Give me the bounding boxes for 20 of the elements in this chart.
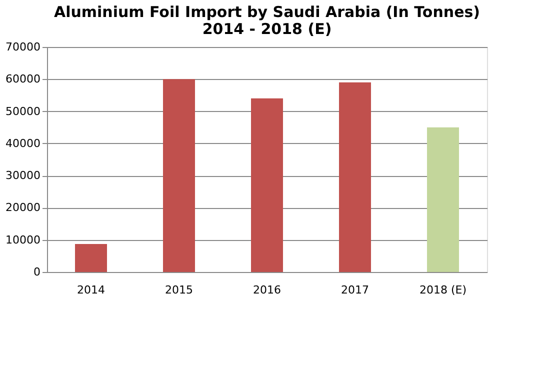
y-tick-label: 20000 — [6, 201, 40, 214]
text: Aluminium Foil Import by Saudi Arabia (In Tonnes) — [54, 3, 480, 21]
text: 2014 - 2018 (E) — [202, 20, 332, 38]
x-tick-label: 2016 — [253, 284, 281, 296]
bar — [75, 244, 107, 272]
y-tick-label: 70000 — [6, 40, 40, 54]
bar — [251, 98, 283, 272]
x-tick-label: 2017 — [341, 284, 369, 296]
y-tick-label: 60000 — [6, 72, 40, 86]
y-tick-label: 10000 — [6, 233, 40, 246]
bar — [339, 82, 371, 272]
y-tick-label: 50000 — [6, 104, 40, 118]
y-tick-label: 40000 — [6, 136, 40, 150]
bar — [163, 79, 195, 272]
x-tick-label: 2014 — [77, 284, 105, 296]
x-tick-label: 2018 (E) — [419, 284, 467, 296]
bar — [427, 127, 459, 272]
y-tick-label: 30000 — [6, 169, 40, 182]
y-tick-label: 0 — [34, 266, 40, 278]
x-tick-label: 2015 — [165, 284, 193, 296]
